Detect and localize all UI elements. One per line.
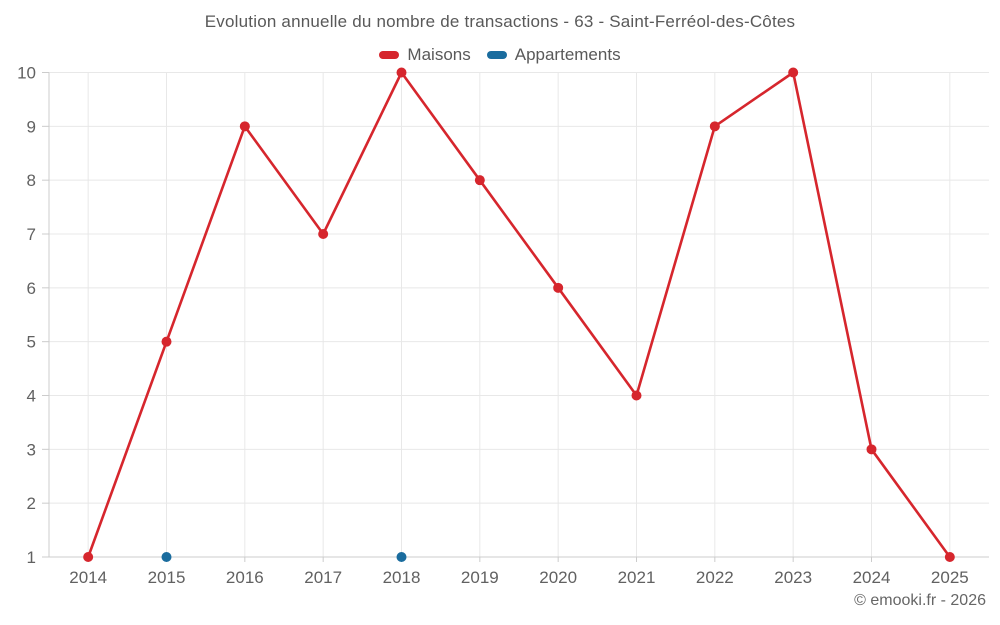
y-tick-label: 4: [27, 387, 36, 406]
x-tick-label: 2020: [539, 568, 577, 587]
legend-swatch-appartements-icon: [486, 51, 507, 59]
point-maisons-2022[interactable]: [709, 121, 720, 132]
chart-title: Evolution annuelle du nombre de transact…: [204, 12, 796, 31]
x-tick-label: 2015: [148, 568, 186, 587]
chart-legend: Maisons Appartements: [0, 45, 1000, 65]
y-tick-label: 9: [27, 117, 36, 136]
x-tick-label: 2023: [774, 568, 812, 587]
x-tick-label: 2025: [931, 568, 969, 587]
x-tick-label: 2014: [69, 568, 107, 587]
point-maisons-2019[interactable]: [474, 175, 485, 186]
legend-label-maisons: Maisons: [407, 45, 471, 64]
x-tick-label: 2016: [226, 568, 264, 587]
point-maisons-2017[interactable]: [318, 229, 329, 239]
y-tick-label: 6: [27, 279, 36, 298]
y-tick-label: 10: [17, 64, 36, 83]
y-tick-label: 7: [27, 225, 36, 244]
y-tick-label: 1: [27, 548, 36, 567]
point-maisons-2018[interactable]: [396, 67, 407, 78]
x-tick-label: 2024: [853, 568, 891, 587]
legend-item-appartements[interactable]: Appartements: [486, 45, 621, 65]
legend-swatch-maisons-icon: [379, 51, 400, 59]
y-tick-label: 2: [27, 494, 36, 513]
y-tick-label: 3: [27, 440, 36, 459]
point-maisons-2015[interactable]: [161, 336, 172, 347]
point-maisons-2021[interactable]: [631, 390, 642, 401]
x-tick-label: 2022: [696, 568, 734, 587]
point-maisons-2024[interactable]: [866, 444, 877, 455]
x-tick-label: 2017: [304, 568, 342, 587]
point-appartements-2018[interactable]: [396, 552, 407, 562]
point-appartements-2015[interactable]: [161, 552, 172, 562]
point-maisons-2014[interactable]: [83, 552, 94, 562]
legend-label-appartements: Appartements: [514, 45, 621, 64]
point-maisons-2016[interactable]: [239, 121, 250, 132]
legend-item-maisons[interactable]: Maisons: [379, 45, 471, 65]
y-tick-label: 8: [27, 171, 36, 190]
series-line-maisons: [86, 71, 952, 559]
credit-text: © emooki.fr - 2026: [854, 592, 986, 609]
point-maisons-2020[interactable]: [553, 282, 564, 293]
y-tick-label: 5: [27, 333, 36, 352]
x-tick-label: 2021: [618, 568, 656, 587]
x-tick-label: 2018: [383, 568, 421, 587]
point-maisons-2025[interactable]: [944, 552, 955, 562]
point-maisons-2023[interactable]: [788, 67, 799, 78]
x-tick-label: 2019: [461, 568, 499, 587]
